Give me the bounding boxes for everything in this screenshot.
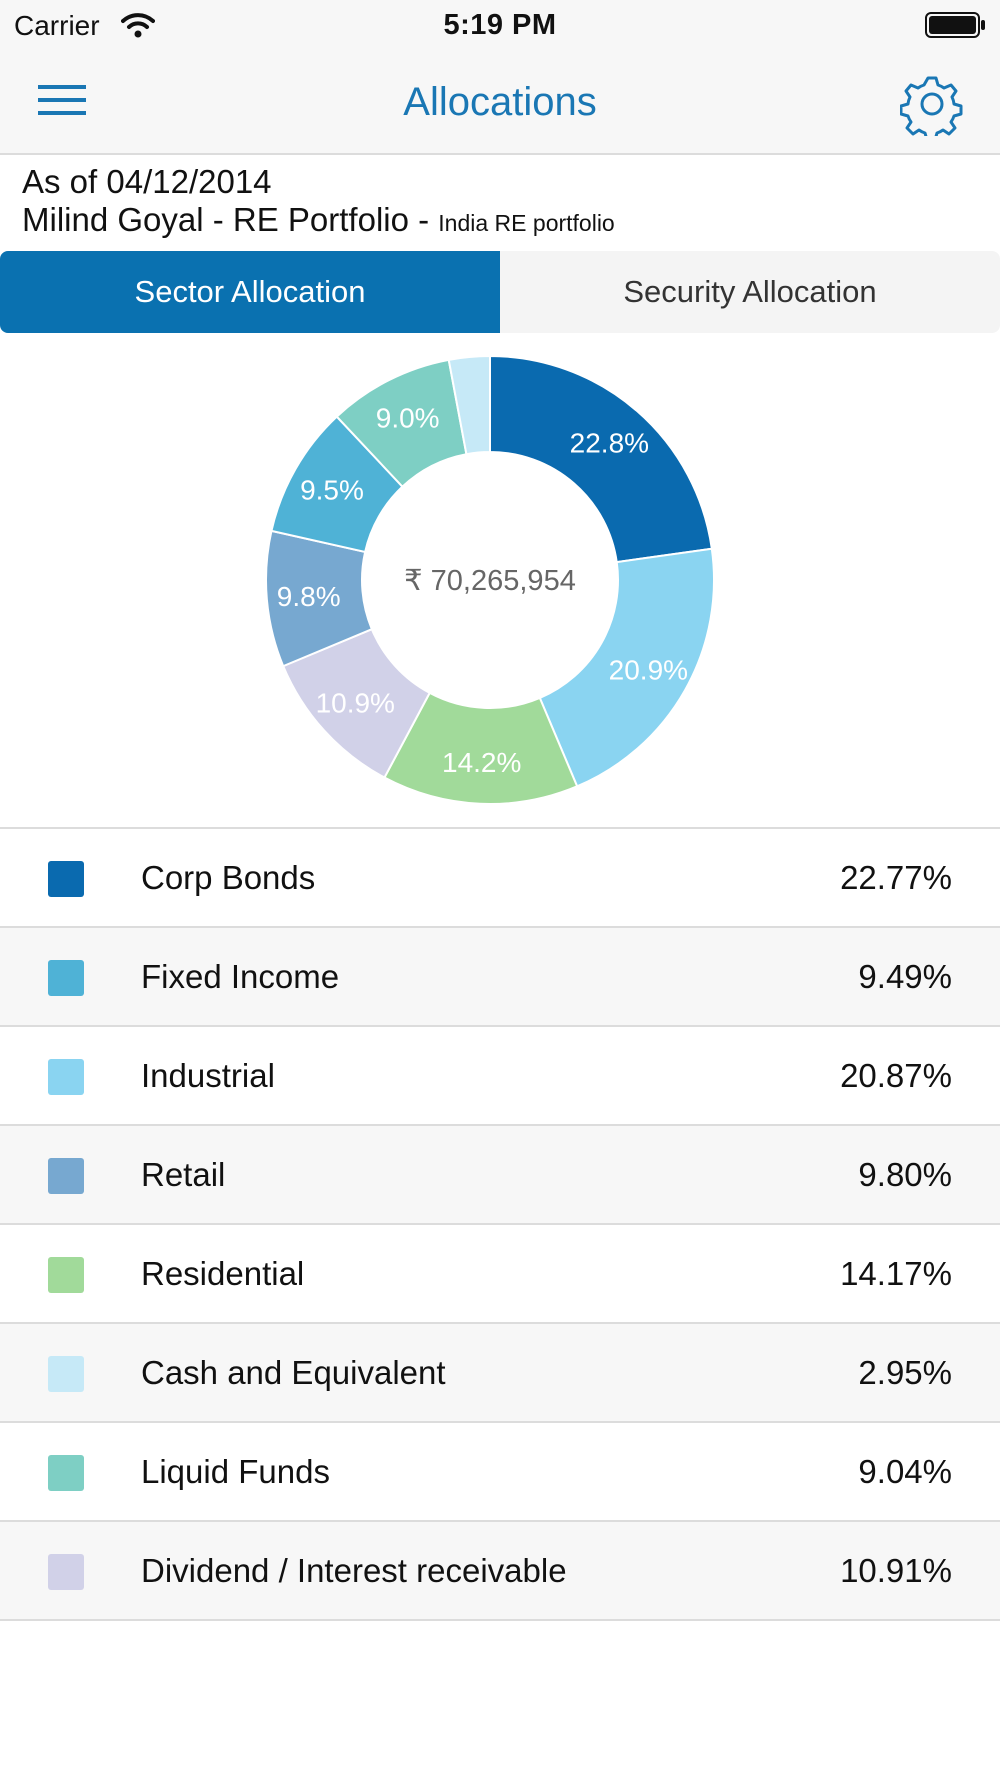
tab-sector-allocation[interactable]: Sector Allocation [0,251,500,333]
slice-label: 9.5% [300,475,364,506]
navigation-bar: Allocations [0,52,1000,155]
slice-label: 10.9% [316,687,395,718]
legend-row[interactable]: Corp Bonds 22.77% [0,829,1000,928]
legend-row[interactable]: Fixed Income 9.49% [0,928,1000,1027]
slice-label: 22.8% [570,428,649,459]
battery-icon [925,12,987,43]
legend-value: 10.91% [840,1552,952,1589]
legend-value: 9.80% [858,1156,952,1193]
legend-swatch [48,1356,84,1392]
legend-row[interactable]: Cash and Equivalent 2.95% [0,1324,1000,1423]
legend-value: 2.95% [858,1354,952,1391]
donut-svg: 22.8% 20.9% 14.2% 10.9% 9.8% 9.5% 9.0% ₹ 70,265… [265,354,715,805]
page-title: Allocations [403,80,597,124]
legend-value: 20.87% [840,1057,952,1094]
legend-row[interactable]: Retail 9.80% [0,1126,1000,1225]
gear-icon[interactable] [899,72,964,142]
legend-swatch [48,1554,84,1590]
legend-row[interactable]: Dividend / Interest receivable 10.91% [0,1522,1000,1621]
legend-value: 22.77% [840,859,952,896]
legend-label: Fixed Income [141,958,340,995]
status-time: 5:19 PM [443,9,557,41]
legend-row[interactable]: Residential 14.17% [0,1225,1000,1324]
donut-center-total: ₹ 70,265,954 [404,565,576,597]
as-of-date: As of 04/12/2014 [22,163,272,200]
legend-label: Industrial [141,1057,275,1094]
legend-swatch [48,1059,84,1095]
legend-value: 9.04% [858,1453,952,1490]
tab-security-allocation[interactable]: Security Allocation [500,251,1000,333]
legend-value: 14.17% [840,1255,952,1292]
donut-slice[interactable] [489,354,713,564]
slice-label: 9.0% [376,403,440,434]
legend-label: Liquid Funds [141,1453,330,1490]
legend-label: Retail [141,1156,226,1193]
sector-donut-chart: 22.8% 20.9% 14.2% 10.9% 9.8% 9.5% 9.0% ₹ 70,265… [0,340,1000,820]
slice-label: 20.9% [609,655,688,686]
allocation-tabs: Sector Allocation Security Allocation [0,251,1000,333]
legend-swatch [48,1158,84,1194]
allocation-legend: Corp Bonds 22.77% Fixed Income 9.49% Ind… [0,827,1000,1621]
legend-value: 9.49% [858,958,952,995]
legend-swatch [48,960,84,996]
legend-swatch [48,1455,84,1491]
portfolio-subtitle: India RE portfolio [438,210,615,236]
status-bar: Carrier 5:19 PM [0,0,1000,52]
legend-label: Residential [141,1255,305,1292]
legend-swatch [48,861,84,897]
slice-label: 14.2% [442,747,521,778]
carrier-label: Carrier [14,10,100,41]
donut-slice[interactable] [447,354,491,456]
portfolio-info: As of 04/12/2014 Milind Goyal - RE Portf… [22,163,615,242]
slice-label: 9.8% [277,581,341,612]
legend-swatch [48,1257,84,1293]
legend-label: Corp Bonds [141,859,316,896]
legend-row[interactable]: Liquid Funds 9.04% [0,1423,1000,1522]
legend-label: Dividend / Interest receivable [141,1552,567,1589]
donut-slice[interactable] [538,547,715,788]
legend-row[interactable]: Industrial 20.87% [0,1027,1000,1126]
portfolio-name: Milind Goyal - RE Portfolio - [22,201,430,238]
portfolio-title: Milind Goyal - RE Portfolio - India RE p… [22,201,615,242]
wifi-icon [121,12,155,43]
hamburger-menu-icon[interactable] [38,81,88,126]
legend-label: Cash and Equivalent [141,1354,446,1391]
